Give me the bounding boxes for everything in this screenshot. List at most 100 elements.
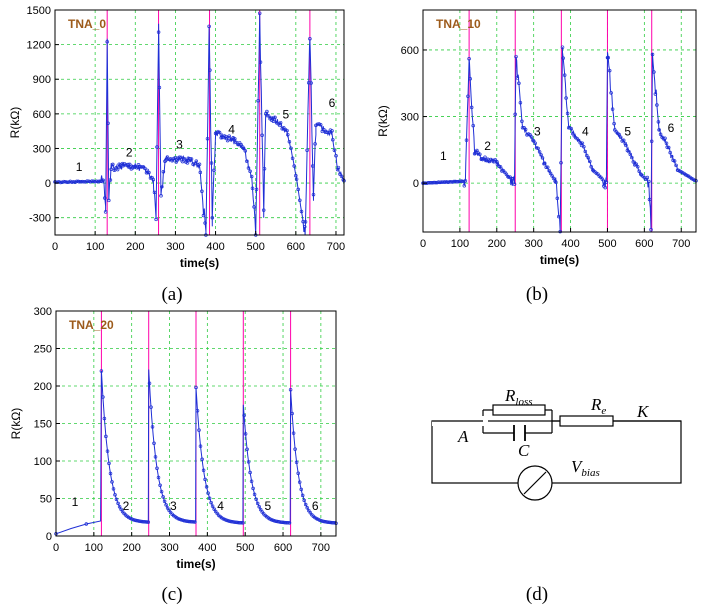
data-point — [564, 96, 568, 100]
data-point — [618, 135, 623, 139]
c-label: C — [518, 441, 530, 460]
data-point — [188, 156, 192, 161]
data-point — [301, 219, 305, 224]
data-point — [540, 156, 545, 160]
data-point — [208, 68, 212, 72]
data-point — [113, 492, 117, 497]
data-point — [323, 130, 328, 135]
data-point — [300, 493, 305, 498]
data-point — [156, 475, 161, 480]
data-point — [529, 135, 534, 139]
data-point — [180, 159, 185, 164]
data-point — [291, 431, 296, 435]
data-point — [60, 180, 64, 184]
data-point — [287, 521, 292, 525]
data-point — [198, 170, 203, 175]
chart-panel-c: 0 100 200 300 400 500 600 700 0 50 100 150 200 250 300… — [9, 306, 338, 605]
data-point — [480, 156, 484, 161]
data-point — [292, 164, 296, 168]
data-point — [110, 480, 114, 484]
data-point — [469, 105, 474, 110]
data-point — [194, 385, 198, 390]
data-point — [306, 80, 311, 85]
data-point — [583, 149, 588, 154]
data-point — [478, 152, 482, 156]
region-label: 2 — [484, 139, 491, 153]
data-point — [192, 161, 197, 166]
x-tick-label: 400 — [198, 542, 216, 554]
data-point — [287, 140, 292, 144]
data-point — [112, 168, 117, 173]
data-point — [262, 166, 267, 171]
data-point — [194, 159, 199, 163]
data-point — [160, 184, 164, 189]
region-label: 6 — [329, 96, 336, 110]
x-tick-label: 300 — [160, 542, 178, 554]
data-point — [93, 179, 97, 184]
data-point — [105, 449, 110, 453]
data-point — [97, 179, 101, 184]
data-point — [653, 92, 658, 96]
data-point — [582, 145, 586, 149]
data-point — [286, 521, 290, 525]
data-point — [289, 146, 293, 151]
axes-frame — [422, 9, 697, 233]
x-tick-label: 400 — [206, 241, 224, 253]
data-point — [565, 111, 570, 116]
data-point — [159, 194, 163, 198]
data-point — [463, 179, 468, 183]
data-point — [266, 114, 271, 118]
data-point — [233, 136, 237, 141]
x-axis-label: time(s) — [180, 256, 219, 270]
data-point — [655, 103, 659, 107]
data-point — [102, 416, 107, 421]
data-point — [65, 180, 69, 185]
data-point — [288, 388, 293, 392]
data-point — [520, 125, 525, 130]
data-point — [105, 39, 109, 44]
data-point — [298, 198, 302, 202]
data-point — [239, 521, 244, 525]
data-point — [607, 68, 612, 73]
data-point — [303, 220, 308, 224]
data-point — [638, 172, 643, 176]
data-point — [672, 159, 677, 163]
chart-title: TNA_20 — [69, 318, 114, 332]
k-label: K — [636, 402, 650, 421]
data-point — [201, 213, 206, 218]
data-point — [539, 153, 543, 157]
y-tick-label: 150 — [34, 419, 52, 431]
data-point — [294, 460, 299, 465]
data-point — [135, 519, 140, 523]
data-point — [663, 136, 667, 141]
data-point — [537, 150, 542, 154]
data-point — [628, 152, 633, 157]
data-point — [254, 497, 258, 502]
data-point — [606, 55, 610, 60]
data-point — [162, 499, 167, 504]
voltmeter-needle — [523, 471, 547, 495]
data-point — [657, 128, 661, 132]
data-point — [305, 506, 309, 510]
data-point — [674, 163, 678, 168]
data-point — [294, 177, 299, 181]
data-point — [201, 468, 206, 473]
y-tick-label: 1200 — [27, 40, 51, 52]
data-point — [604, 180, 609, 184]
data-point — [170, 158, 174, 163]
data-point — [335, 167, 340, 172]
circuit-outline — [431, 420, 682, 484]
data-point — [464, 138, 469, 142]
data-point — [249, 479, 254, 483]
data-point — [219, 136, 223, 140]
data-point — [649, 139, 654, 143]
data-point — [334, 153, 338, 158]
data-point — [578, 140, 582, 145]
chart-panel-a: 0 100 200 300 400 500 600 700 -300 0 300 600 900 1200… — [8, 5, 346, 305]
data-point — [547, 168, 551, 173]
data-point — [548, 171, 553, 176]
data-point — [554, 180, 558, 184]
data-point — [165, 506, 170, 510]
data-point — [305, 148, 309, 152]
data-point — [506, 174, 510, 179]
